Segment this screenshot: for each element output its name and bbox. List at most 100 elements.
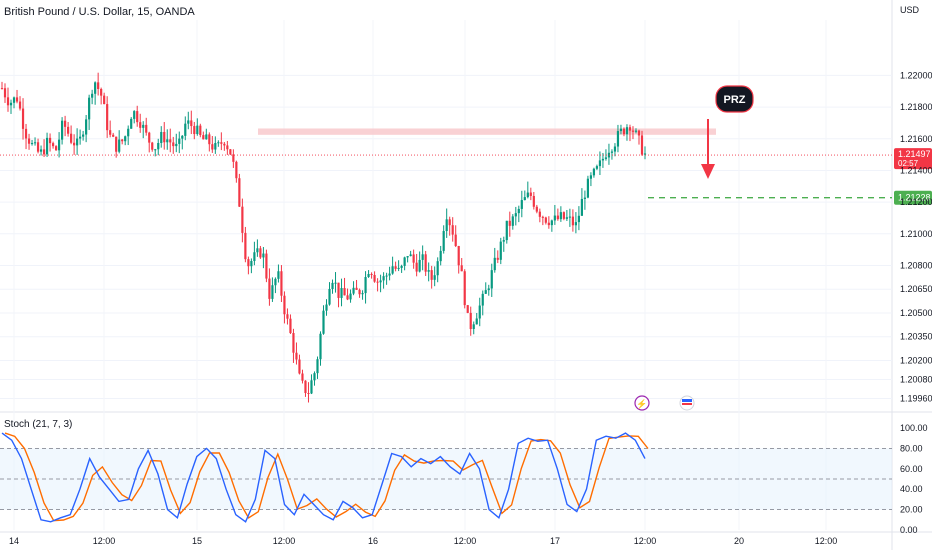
candle[interactable] — [337, 282, 340, 308]
candle[interactable] — [361, 290, 364, 300]
candle[interactable] — [232, 149, 235, 168]
candle[interactable] — [442, 225, 445, 254]
candle[interactable] — [628, 124, 632, 142]
candle[interactable] — [304, 380, 307, 397]
candle[interactable] — [427, 262, 430, 282]
candle[interactable] — [643, 146, 647, 160]
candle[interactable] — [244, 226, 247, 263]
candle[interactable] — [256, 239, 259, 257]
candle[interactable] — [265, 249, 268, 283]
candle[interactable] — [70, 125, 73, 145]
candle[interactable] — [27, 133, 31, 150]
candle[interactable] — [445, 208, 448, 238]
candle[interactable] — [517, 205, 520, 223]
candle[interactable] — [463, 269, 466, 309]
candle[interactable] — [349, 289, 352, 303]
candle[interactable] — [112, 132, 115, 138]
candle[interactable] — [397, 260, 400, 272]
candle[interactable] — [127, 125, 130, 146]
candle[interactable] — [157, 138, 160, 156]
candle[interactable] — [355, 279, 358, 291]
candle[interactable] — [73, 134, 76, 155]
candle[interactable] — [178, 131, 181, 154]
stoch-d-line[interactable] — [4, 432, 649, 522]
candle[interactable] — [346, 288, 349, 301]
candle[interactable] — [9, 99, 13, 114]
candle[interactable] — [403, 256, 406, 271]
candle[interactable] — [550, 219, 553, 232]
candle[interactable] — [109, 120, 112, 138]
candle[interactable] — [415, 253, 418, 277]
candle[interactable] — [247, 256, 250, 275]
candle[interactable] — [568, 208, 571, 227]
candle[interactable] — [39, 145, 43, 156]
candle[interactable] — [130, 117, 133, 129]
candle[interactable] — [271, 277, 274, 302]
candle[interactable] — [91, 89, 94, 105]
candle[interactable] — [523, 190, 526, 201]
candle[interactable] — [547, 216, 550, 229]
candle[interactable] — [136, 105, 139, 127]
candle[interactable] — [268, 268, 271, 306]
candle[interactable] — [160, 126, 163, 148]
candle[interactable] — [166, 129, 169, 150]
candle[interactable] — [139, 113, 142, 133]
candle[interactable] — [259, 245, 262, 259]
candle[interactable] — [277, 264, 280, 283]
candle[interactable] — [625, 124, 629, 141]
candle[interactable] — [556, 208, 559, 221]
candle[interactable] — [352, 281, 355, 296]
candle[interactable] — [24, 123, 28, 150]
candle[interactable] — [199, 123, 202, 138]
candle[interactable] — [334, 272, 337, 293]
candle[interactable] — [124, 135, 127, 146]
candle[interactable] — [418, 251, 421, 273]
lightning-icon[interactable] — [634, 395, 650, 411]
candle[interactable] — [376, 278, 379, 292]
candle[interactable] — [553, 204, 556, 225]
candle[interactable] — [586, 175, 590, 199]
candle[interactable] — [526, 181, 529, 199]
candle[interactable] — [187, 111, 190, 130]
candle[interactable] — [208, 132, 211, 152]
candle[interactable] — [250, 258, 253, 274]
candle[interactable] — [424, 250, 427, 276]
candle[interactable] — [451, 217, 454, 242]
candle[interactable] — [21, 98, 25, 140]
candle[interactable] — [541, 215, 544, 226]
candle[interactable] — [364, 271, 367, 304]
candle[interactable] — [610, 149, 614, 160]
candle[interactable] — [220, 132, 223, 151]
candle[interactable] — [88, 94, 91, 130]
candle[interactable] — [76, 128, 79, 155]
candle[interactable] — [343, 277, 346, 296]
candle[interactable] — [433, 266, 436, 287]
candle[interactable] — [487, 284, 490, 296]
candle[interactable] — [217, 140, 220, 147]
candle[interactable] — [301, 369, 304, 384]
candle[interactable] — [367, 270, 370, 278]
candle[interactable] — [235, 160, 238, 183]
candle[interactable] — [538, 208, 541, 223]
candle[interactable] — [289, 314, 292, 334]
candle[interactable] — [604, 149, 608, 161]
candle[interactable] — [60, 117, 64, 145]
candle[interactable] — [388, 266, 391, 281]
candle[interactable] — [57, 132, 61, 158]
candle[interactable] — [457, 245, 460, 274]
candle[interactable] — [394, 261, 397, 272]
candle[interactable] — [613, 143, 617, 157]
candle[interactable] — [400, 264, 403, 273]
candle[interactable] — [316, 356, 319, 379]
candle[interactable] — [175, 133, 178, 153]
candle[interactable] — [211, 135, 214, 153]
candle[interactable] — [469, 306, 472, 336]
candle[interactable] — [574, 212, 577, 234]
candle[interactable] — [607, 143, 611, 165]
stoch-k-line[interactable] — [1, 432, 646, 523]
candle[interactable] — [205, 128, 208, 140]
candle[interactable] — [238, 173, 241, 208]
candle[interactable] — [514, 206, 517, 226]
candle[interactable] — [478, 297, 481, 327]
